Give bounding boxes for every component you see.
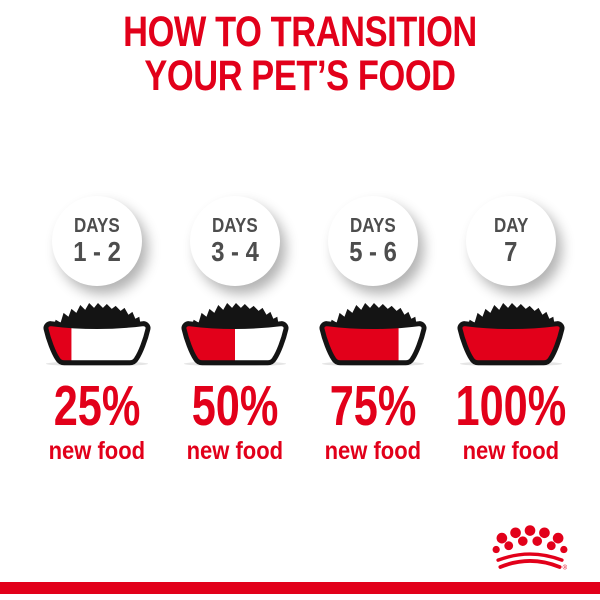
new-food-fill: [459, 323, 563, 363]
title-line-2: YOUR PET’S FOOD: [144, 52, 456, 100]
royal-canin-crown-icon: ®: [492, 525, 568, 571]
percent-new-food: 25%: [53, 374, 141, 438]
day-badge-range: 1 - 2: [73, 235, 121, 267]
page-title: HOW TO TRANSITION YOUR PET’S FOOD: [0, 10, 600, 98]
pet-food-bowl-icon: [43, 302, 151, 366]
step-days-5-6: DAYS 5 - 6 75% new food: [304, 196, 442, 464]
day-badge: DAY 7: [466, 196, 556, 286]
day-badge: DAYS 3 - 4: [190, 196, 280, 286]
registered-trademark: ®: [563, 564, 568, 571]
kibble: [328, 302, 418, 329]
new-food-label: new food: [48, 437, 146, 465]
kibble: [52, 302, 142, 329]
day-badge-label: DAYS: [350, 214, 396, 237]
day-badge-label: DAYS: [212, 214, 258, 237]
percent-new-food: 100%: [455, 374, 567, 438]
bowl-outline: [181, 321, 289, 366]
crown-band-lower: [498, 559, 562, 569]
transition-steps: DAYS 1 - 2 25% new food DAYS 3 - 4: [28, 196, 580, 464]
pet-food-bowl-icon: [457, 302, 565, 366]
day-badge: DAYS 5 - 6: [328, 196, 418, 286]
pet-food-bowl-icon: [319, 302, 427, 366]
step-day-7: DAY 7 100% new food: [442, 196, 580, 464]
percent-new-food: 50%: [191, 374, 279, 438]
day-badge-range: 3 - 4: [211, 235, 259, 267]
new-food-label: new food: [324, 437, 422, 465]
title-line-1: HOW TO TRANSITION: [123, 8, 477, 56]
bowl-outline: [319, 321, 427, 366]
bowl-outline: [457, 321, 565, 366]
day-badge-range: 5 - 6: [349, 235, 397, 267]
kibble: [190, 302, 280, 329]
new-food-label: new food: [186, 437, 284, 465]
footer-red-bar: [0, 582, 600, 594]
day-badge-label: DAY: [493, 214, 529, 237]
new-food-label: new food: [462, 437, 560, 465]
day-badge-label: DAYS: [74, 214, 120, 237]
bowl-outline: [43, 321, 151, 366]
kibble: [466, 302, 556, 329]
step-days-1-2: DAYS 1 - 2 25% new food: [28, 196, 166, 464]
day-badge-range: 7: [504, 235, 518, 267]
step-days-3-4: DAYS 3 - 4 50% new food: [166, 196, 304, 464]
percent-new-food: 75%: [329, 374, 417, 438]
crown-band-upper: [496, 552, 564, 562]
pet-food-bowl-icon: [181, 302, 289, 366]
bowl-body: [45, 323, 149, 363]
day-badge: DAYS 1 - 2: [52, 196, 142, 286]
